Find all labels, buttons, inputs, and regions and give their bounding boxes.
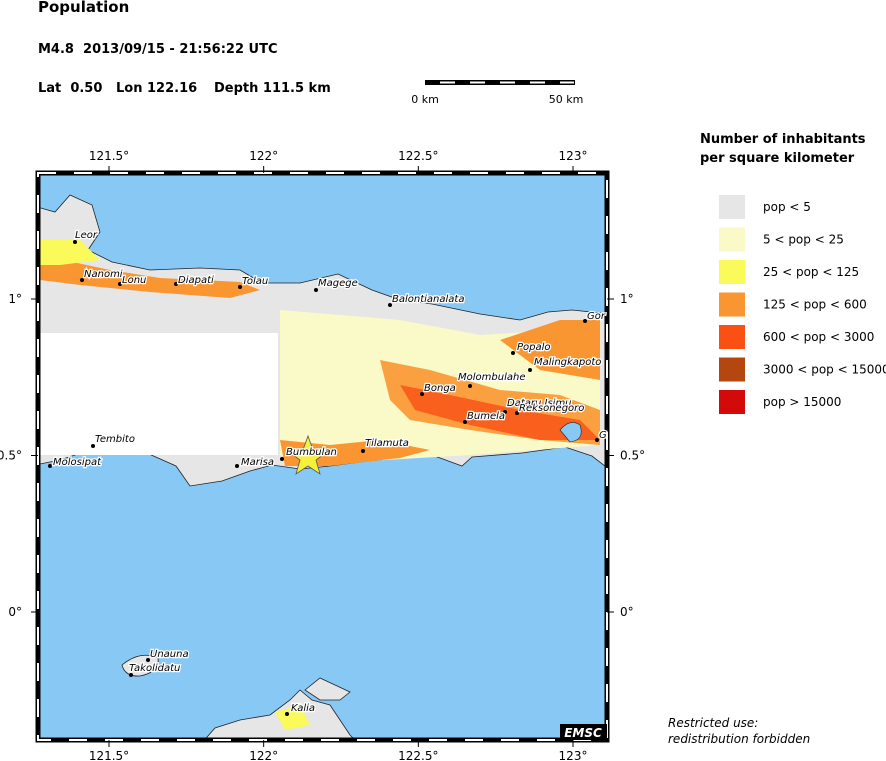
lon-tick-label: 122.5° <box>398 749 438 761</box>
lat: Lat 0.50 <box>38 81 102 96</box>
lon-tick-label: 121.5° <box>89 749 129 761</box>
legend-title: per square kilometer <box>700 151 855 166</box>
lon-tick-label: 123° <box>559 749 588 761</box>
legend-swatch <box>719 357 745 382</box>
legend-label: pop > 15000 <box>763 395 841 409</box>
legend-swatch <box>719 292 745 317</box>
place-dot <box>528 368 532 372</box>
place-name: Nanomi <box>84 269 123 280</box>
place-name: Magege <box>318 278 358 289</box>
place-dot <box>595 438 599 442</box>
legend-swatch <box>719 195 745 219</box>
place-dot <box>420 392 424 396</box>
place-dot <box>503 410 507 414</box>
place-dot <box>511 351 515 355</box>
place-dot <box>280 457 284 461</box>
place-name: Tolau <box>242 276 268 287</box>
map-area <box>38 173 607 740</box>
place-dot <box>314 288 318 292</box>
place-dot <box>285 712 289 716</box>
place-dot <box>468 384 472 388</box>
place-dot <box>463 420 467 424</box>
place-dot <box>238 285 242 289</box>
place-name: Lonu <box>122 275 146 286</box>
place-dot <box>48 464 52 468</box>
lat-tick-label: 0.5° <box>0 449 22 463</box>
scale-start: 0 km <box>411 93 439 106</box>
place-dot <box>80 278 84 282</box>
lon-tick-label: 123° <box>559 149 588 163</box>
legend-label: 3000 < pop < 15000 <box>763 363 886 377</box>
footer: redistribution forbidden <box>668 732 810 746</box>
epicenter-star <box>286 434 330 475</box>
place-dot <box>583 319 587 323</box>
place-name: Unauna <box>150 649 189 660</box>
place-name: Reksonegoro <box>519 403 584 414</box>
credit-box <box>560 724 607 740</box>
place-dot <box>91 444 95 448</box>
legend-label: pop < 5 <box>763 200 811 214</box>
place-name: G <box>599 430 607 441</box>
legend-label: 600 < pop < 3000 <box>763 330 874 344</box>
place-name: Tilamuta <box>365 438 409 449</box>
lat-tick-label: 1° <box>620 292 634 306</box>
place-name: Gor <box>587 311 606 322</box>
scale-end: 50 km <box>549 93 584 106</box>
place-name: Marisa <box>241 457 274 468</box>
credit: EMSC <box>564 726 602 740</box>
lon-tick-label: 122° <box>249 149 278 163</box>
legend-title: Number of inhabitants <box>700 132 866 147</box>
lat-tick-label: 0.5° <box>620 449 645 463</box>
place-name: Molombulahe <box>458 372 525 383</box>
place-name: Diapati <box>178 275 214 286</box>
legend-swatch <box>719 227 745 252</box>
depth: Depth 111.5 km <box>214 81 331 96</box>
place-name: Popalo <box>517 342 551 353</box>
place-name: Kalia <box>291 703 315 714</box>
lon-tick-label: 122.5° <box>398 149 438 163</box>
legend-swatch <box>719 325 745 349</box>
title: Population <box>38 0 129 16</box>
place-name: Dataru Isimu <box>507 398 572 409</box>
lon: Lon 122.16 <box>116 81 197 96</box>
lat-tick-label: 1° <box>8 292 22 306</box>
place-name: Malingkapoto <box>534 357 601 368</box>
lon-tick-label: 121.5° <box>89 149 129 163</box>
place-dot <box>515 411 519 415</box>
place-dot <box>235 464 239 468</box>
place-dot <box>73 240 77 244</box>
legend-swatch <box>719 390 745 414</box>
place-name: Molosipat <box>53 457 102 468</box>
legend-label: 25 < pop < 125 <box>763 265 859 279</box>
event: M4.8 2013/09/15 - 21:56:22 UTC <box>38 42 277 57</box>
place-dot <box>361 449 365 453</box>
place-dot <box>388 303 392 307</box>
legend-label: 5 < pop < 25 <box>763 233 844 247</box>
place-dot <box>129 673 133 677</box>
place-dot <box>118 282 122 286</box>
place-name: Bumbulan <box>286 447 337 458</box>
place-name: Takolidatu <box>129 663 180 674</box>
place-name: Bumela <box>467 411 505 422</box>
place-dot <box>146 658 150 662</box>
lon-tick-label: 122° <box>249 749 278 761</box>
place-name: Balontianalata <box>392 294 464 305</box>
lat-tick-label: 0° <box>8 605 22 619</box>
lat-tick-label: 0° <box>620 605 634 619</box>
place-name: Leor <box>75 230 98 241</box>
map-frame-dashes <box>37 172 608 741</box>
scale-bar <box>425 80 575 85</box>
legend-label: 125 < pop < 600 <box>763 298 867 312</box>
place-name: Bonga <box>424 383 456 394</box>
legend-swatch <box>719 260 745 284</box>
place-name: Tembito <box>95 434 135 445</box>
footer: Restricted use: <box>668 716 758 730</box>
place-dot <box>174 282 178 286</box>
